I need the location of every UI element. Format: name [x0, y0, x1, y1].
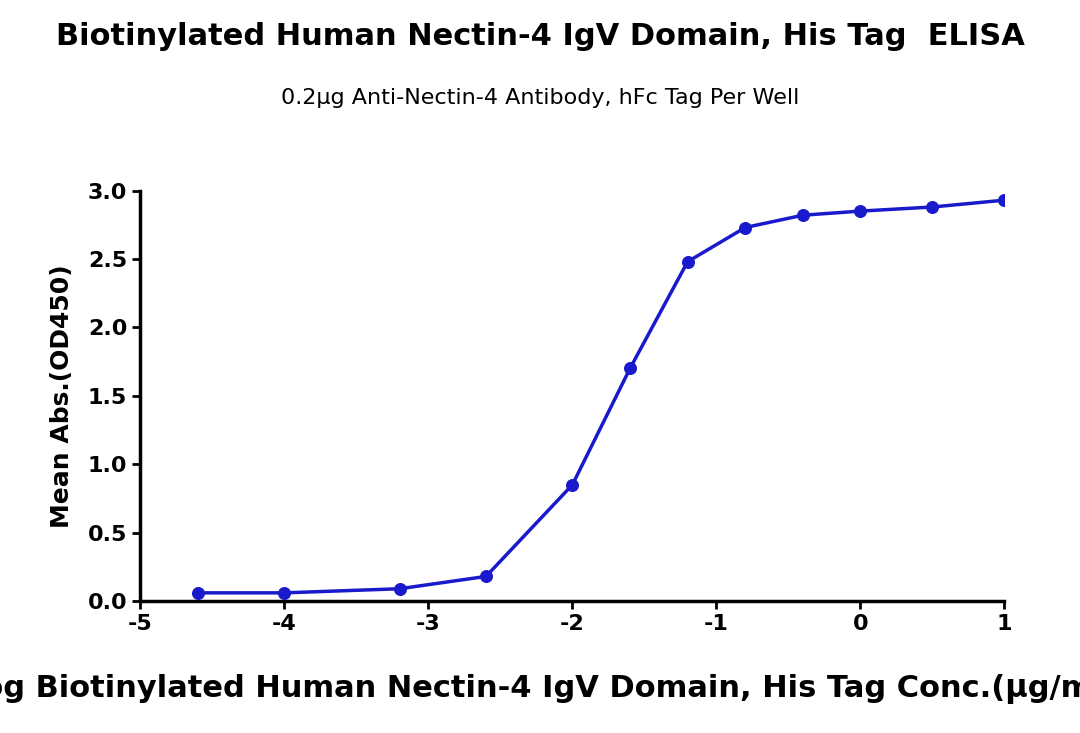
- Point: [737, 221, 754, 233]
- Point: [275, 587, 293, 599]
- Point: [679, 256, 697, 268]
- Point: [621, 363, 638, 375]
- Point: [996, 194, 1013, 206]
- Point: [189, 587, 206, 599]
- Y-axis label: Mean Abs.(OD450): Mean Abs.(OD450): [50, 264, 73, 528]
- Point: [794, 210, 811, 221]
- Point: [477, 570, 495, 582]
- Text: Biotinylated Human Nectin-4 IgV Domain, His Tag  ELISA: Biotinylated Human Nectin-4 IgV Domain, …: [55, 22, 1025, 51]
- Text: Log Biotinylated Human Nectin-4 IgV Domain, His Tag Conc.(μg/ml): Log Biotinylated Human Nectin-4 IgV Doma…: [0, 674, 1080, 704]
- Text: 0.2μg Anti-Nectin-4 Antibody, hFc Tag Per Well: 0.2μg Anti-Nectin-4 Antibody, hFc Tag Pe…: [281, 88, 799, 108]
- Point: [391, 583, 408, 594]
- Point: [564, 479, 581, 490]
- Point: [923, 201, 941, 213]
- Point: [852, 205, 869, 217]
